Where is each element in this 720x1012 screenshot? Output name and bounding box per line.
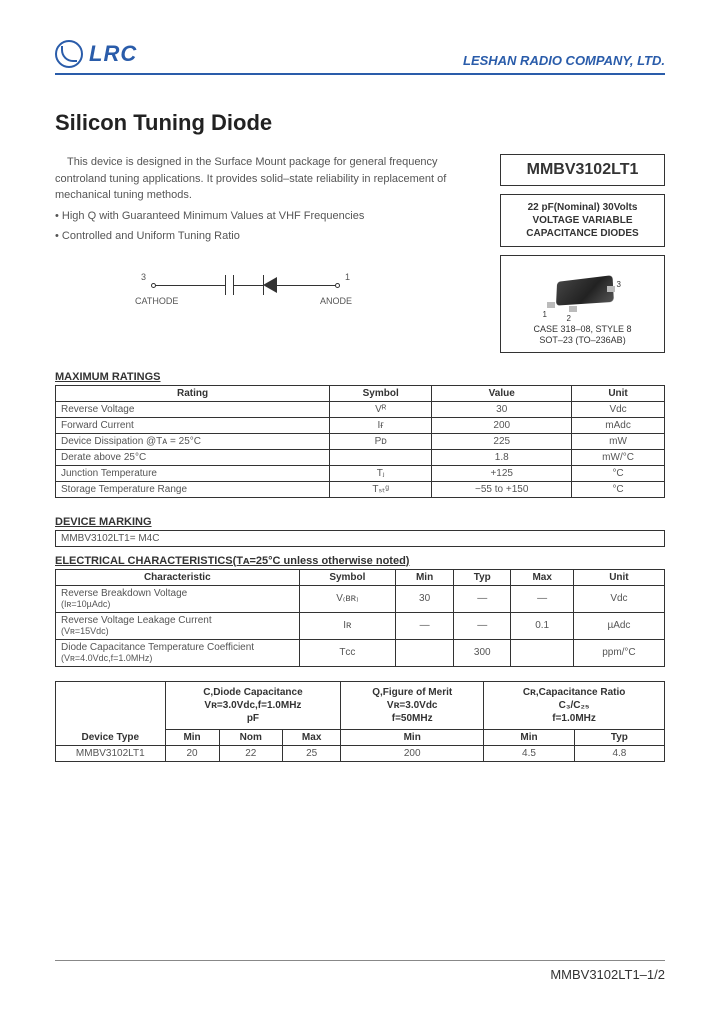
max-ratings-table: Rating Symbol Value Unit Reverse Voltage… <box>55 385 665 498</box>
params-sub-min-2: Min <box>341 729 484 745</box>
company-name: LESHAN RADIO COMPANY, LTD. <box>463 53 665 68</box>
max-hdr-rating: Rating <box>56 385 330 401</box>
table-row: Derate above 25°C1.8mW/°C <box>56 449 665 465</box>
table-row: Junction TemperatureTⱼ+125°C <box>56 465 665 481</box>
spec-box: 22 pF(Nominal) 30Volts VOLTAGE VARIABLE … <box>500 194 665 247</box>
max-hdr-symbol: Symbol <box>330 385 432 401</box>
params-sub-nom: Nom <box>219 729 283 745</box>
intro-para: This device is designed in the Surface M… <box>55 154 480 204</box>
schematic-symbol: 3 CATHODE 1 ANODE <box>135 265 375 315</box>
params-table: Device Type C,Diode CapacitanceVʀ=3.0Vdc… <box>55 681 665 762</box>
package-label-1: CASE 318–08, STYLE 8 <box>507 324 658 335</box>
elec-hdr-max: Max <box>511 569 573 585</box>
params-crmin: 4.5 <box>484 745 575 761</box>
params-sub-min-3: Min <box>484 729 575 745</box>
params-hdr-q: Q,Figure of MeritVʀ=3.0Vdcf=50MHz <box>341 681 484 729</box>
page-title: Silicon Tuning Diode <box>55 110 665 136</box>
intro-bullet-1: • High Q with Guaranteed Minimum Values … <box>55 208 480 225</box>
params-qmin: 200 <box>341 745 484 761</box>
table-row: Forward CurrentIғ200mAdc <box>56 417 665 433</box>
spec-line-2: VOLTAGE VARIABLE <box>505 214 660 227</box>
table-row: Storage Temperature RangeTₛₜᵍ−55 to +150… <box>56 481 665 497</box>
page-footer: MMBV3102LT1–1/2 <box>55 960 665 982</box>
params-device: MMBV3102LT1 <box>56 745 166 761</box>
spec-line-1: 22 pF(Nominal) 30Volts <box>505 201 660 214</box>
elec-hdr-symbol: Symbol <box>299 569 396 585</box>
elec-hdr-min: Min <box>396 569 454 585</box>
package-image: 1 2 3 <box>533 266 633 316</box>
schematic-cathode-label: CATHODE <box>135 295 178 309</box>
page-header: LRC LESHAN RADIO COMPANY, LTD. <box>55 40 665 75</box>
params-hdr-cr: Cʀ,Capacitance RatioC₃/C₂₅f=1.0MHz <box>484 681 665 729</box>
pkg-pin-3: 3 <box>617 280 621 289</box>
params-sub-max: Max <box>283 729 341 745</box>
logo-text: LRC <box>89 41 137 67</box>
params-cmin: 20 <box>165 745 219 761</box>
elec-char-title: ELECTRICAL CHARACTERISTICS(Tᴀ=25°C unles… <box>55 555 665 567</box>
table-row: Reverse Voltage Leakage Current(Vʀ=15Vdc… <box>56 612 665 639</box>
intro-text: This device is designed in the Surface M… <box>55 154 480 353</box>
device-marking-title: DEVICE MARKING <box>55 516 665 528</box>
intro-bullet-2: • Controlled and Uniform Tuning Ratio <box>55 228 480 245</box>
elec-hdr-typ: Typ <box>454 569 511 585</box>
params-sub-min-1: Min <box>165 729 219 745</box>
elec-hdr-char: Characteristic <box>56 569 300 585</box>
params-cmax: 25 <box>283 745 341 761</box>
table-row: Reverse VoltageVᴿ30Vdc <box>56 401 665 417</box>
max-hdr-value: Value <box>432 385 572 401</box>
elec-char-table: Characteristic Symbol Min Typ Max Unit R… <box>55 569 665 667</box>
logo-icon <box>55 40 83 68</box>
pkg-pin-2: 2 <box>567 314 571 323</box>
spec-line-3: CAPACITANCE DIODES <box>505 227 660 240</box>
pkg-pin-1: 1 <box>543 310 547 319</box>
params-sub-typ: Typ <box>574 729 664 745</box>
part-number-box: MMBV3102LT1 <box>500 154 665 186</box>
schematic-pin-3: 3 <box>141 271 146 285</box>
max-hdr-unit: Unit <box>572 385 665 401</box>
max-ratings-title: MAXIMUM RATINGS <box>55 371 665 383</box>
elec-hdr-unit: Unit <box>573 569 664 585</box>
logo: LRC <box>55 40 137 68</box>
table-row: Reverse Breakdown Voltage(Iʀ=10µAdc)V₍ʙʀ… <box>56 585 665 612</box>
params-hdr-c: C,Diode CapacitanceVʀ=3.0Vdc,f=1.0MHzpF <box>165 681 341 729</box>
package-label-2: SOT–23 (TO–236AB) <box>507 335 658 346</box>
schematic-anode-label: ANODE <box>320 295 352 309</box>
package-box: 1 2 3 CASE 318–08, STYLE 8 SOT–23 (TO–23… <box>500 255 665 353</box>
device-marking-value: MMBV3102LT1= M4C <box>55 530 665 547</box>
schematic-pin-1: 1 <box>345 271 350 285</box>
table-row: Device Dissipation @Tᴀ = 25°CPᴅ225mW <box>56 433 665 449</box>
table-row: Diode Capacitance Temperature Coefficien… <box>56 639 665 666</box>
params-crtyp: 4.8 <box>574 745 664 761</box>
params-hdr-device: Device Type <box>56 681 166 745</box>
params-cnom: 22 <box>219 745 283 761</box>
